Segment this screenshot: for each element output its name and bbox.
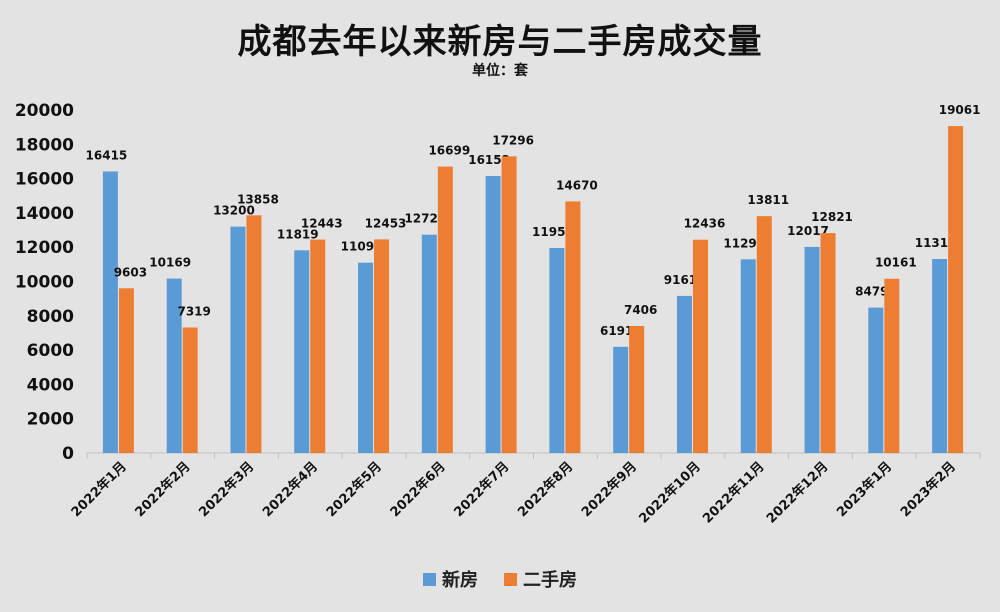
data-label: 10161 bbox=[875, 256, 917, 270]
bar-resale-home bbox=[820, 233, 836, 453]
bar-resale-home bbox=[692, 239, 708, 453]
x-tick-label: 2022年11月 bbox=[699, 459, 767, 527]
chart-subtitle: 单位：套 bbox=[472, 63, 528, 79]
bar-new-home bbox=[613, 346, 629, 453]
data-label: 12017 bbox=[787, 224, 829, 238]
data-label: 12729 bbox=[404, 212, 446, 226]
data-label: 10169 bbox=[149, 256, 191, 270]
data-label: 12453 bbox=[365, 216, 407, 230]
x-tick-label: 2023年1月 bbox=[833, 459, 895, 521]
legend-item-series-2: 二手房 bbox=[504, 566, 577, 592]
data-label: 9603 bbox=[114, 265, 147, 279]
data-label: 19061 bbox=[939, 103, 981, 117]
y-tick-label: 12000 bbox=[15, 238, 74, 258]
data-label: 16415 bbox=[86, 148, 128, 162]
bar-resale-home bbox=[437, 166, 453, 453]
bar-new-home bbox=[166, 278, 182, 453]
data-label: 11312 bbox=[915, 236, 957, 250]
data-label: 11819 bbox=[277, 227, 319, 241]
x-tick-label: 2022年7月 bbox=[451, 459, 513, 521]
bar-new-home bbox=[549, 247, 565, 453]
data-label: 6191 bbox=[600, 324, 633, 338]
y-tick-label: 2000 bbox=[27, 410, 74, 430]
y-tick-label: 14000 bbox=[15, 204, 74, 224]
x-tick-label: 2022年9月 bbox=[578, 459, 640, 521]
bar-new-home bbox=[230, 226, 246, 453]
bar-new-home bbox=[676, 295, 692, 453]
bar-new-home bbox=[294, 250, 310, 453]
bar-new-home bbox=[485, 175, 501, 453]
bar-resale-home bbox=[374, 239, 390, 453]
legend-label-series-1: 新房 bbox=[442, 570, 478, 591]
bar-resale-home bbox=[948, 126, 964, 453]
bar-resale-home bbox=[310, 239, 326, 453]
bar-resale-home bbox=[182, 327, 198, 453]
bar-resale-home bbox=[565, 201, 581, 453]
y-tick-label: 16000 bbox=[15, 170, 74, 190]
x-tick-label: 2023年2月 bbox=[897, 459, 959, 521]
bar-resale-home bbox=[756, 216, 772, 453]
y-tick-label: 18000 bbox=[15, 135, 74, 155]
data-label: 16153 bbox=[468, 153, 510, 167]
y-tick-label: 20000 bbox=[15, 101, 74, 121]
data-label: 13811 bbox=[747, 193, 789, 207]
y-tick-label: 10000 bbox=[15, 273, 74, 293]
bar-resale-home bbox=[118, 288, 134, 453]
y-tick-label: 0 bbox=[62, 444, 74, 464]
data-label: 11096 bbox=[341, 240, 383, 254]
data-label: 12436 bbox=[684, 217, 726, 231]
x-tick-label: 2022年3月 bbox=[196, 459, 258, 521]
data-label: 16699 bbox=[428, 144, 470, 158]
bar-resale-home bbox=[884, 278, 900, 453]
data-label: 9161 bbox=[664, 273, 697, 287]
y-tick-label: 6000 bbox=[27, 341, 74, 361]
x-tick-label: 2022年1月 bbox=[68, 459, 130, 521]
x-tick-label: 2022年8月 bbox=[515, 459, 577, 521]
data-label: 7319 bbox=[177, 304, 210, 318]
legend-swatch-series-2 bbox=[504, 572, 517, 586]
legend-swatch-series-1 bbox=[423, 572, 436, 586]
x-tick-label: 2022年4月 bbox=[259, 459, 321, 521]
bar-new-home bbox=[421, 234, 437, 453]
data-label: 11294 bbox=[723, 236, 765, 250]
bar-new-home bbox=[740, 259, 756, 453]
x-tick-label: 2022年10月 bbox=[636, 459, 704, 527]
chart-title: 成都去年以来新房与二手房成交量 bbox=[237, 22, 763, 62]
data-label: 17296 bbox=[492, 133, 534, 147]
data-label: 13200 bbox=[213, 204, 255, 218]
legend: 新房 二手房 bbox=[0, 566, 1000, 592]
bar-resale-home bbox=[246, 215, 262, 453]
bar-new-home bbox=[804, 246, 820, 453]
data-label: 7406 bbox=[624, 303, 657, 317]
bar-new-home bbox=[932, 258, 948, 453]
data-label: 11955 bbox=[532, 225, 574, 239]
bar-resale-home bbox=[629, 325, 645, 453]
bar-new-home bbox=[358, 262, 374, 453]
x-tick-label: 2022年6月 bbox=[387, 459, 449, 521]
data-label: 14670 bbox=[556, 178, 598, 192]
bar-new-home bbox=[868, 307, 884, 453]
data-label: 8479 bbox=[855, 285, 888, 299]
bar-new-home bbox=[102, 171, 118, 453]
x-tick-label: 2022年12月 bbox=[763, 459, 831, 527]
legend-label-series-2: 二手房 bbox=[523, 570, 577, 591]
data-label: 12443 bbox=[301, 217, 343, 231]
x-tick-label: 2022年5月 bbox=[323, 459, 385, 521]
bar-resale-home bbox=[501, 156, 517, 453]
data-label: 12821 bbox=[811, 210, 853, 224]
x-tick-label: 2022年2月 bbox=[132, 459, 194, 521]
y-tick-label: 4000 bbox=[27, 375, 74, 395]
legend-item-series-1: 新房 bbox=[423, 566, 478, 592]
data-label: 13858 bbox=[237, 192, 279, 206]
y-tick-label: 8000 bbox=[27, 307, 74, 327]
